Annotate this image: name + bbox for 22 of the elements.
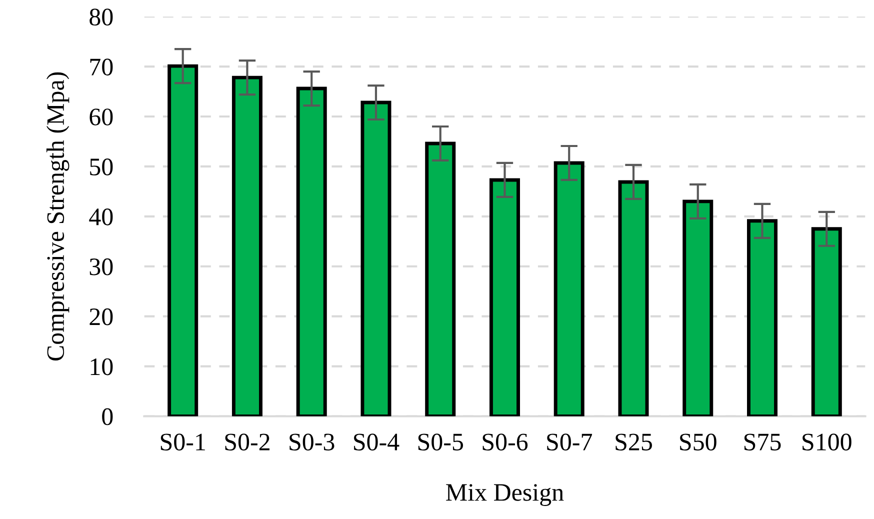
x-tick-label: S0-3: [290, 434, 334, 450]
x-tick-label: S100: [802, 434, 852, 450]
x-tick-label: S0-1: [160, 434, 205, 450]
y-tick-label: 30: [90, 258, 113, 276]
x-tick-label: S0-2: [225, 434, 270, 450]
y-tick-label: 80: [90, 8, 113, 26]
x-tick-label: S0-4: [354, 434, 400, 450]
y-tick-label: 0: [102, 408, 113, 426]
y-tick-label: 20: [90, 308, 113, 326]
x-tick-label: S75: [744, 434, 781, 450]
x-tick-label: S0-6: [482, 434, 528, 450]
y-tick-label: 70: [90, 58, 113, 76]
y-tick-label: 60: [90, 108, 113, 126]
y-axis-title: Compressive Strength (Mpa): [46, 72, 70, 361]
x-tick-label: S0-5: [418, 434, 463, 450]
x-tick-label: S50: [680, 434, 716, 450]
y-tick-label: 40: [89, 208, 113, 226]
x-tick-label: S25: [616, 434, 652, 450]
y-tick-label: 10: [90, 358, 113, 376]
x-axis-title: Mix Design: [446, 484, 564, 506]
x-tick-label: S0-7: [547, 434, 592, 450]
y-tick-label: 50: [90, 158, 113, 176]
